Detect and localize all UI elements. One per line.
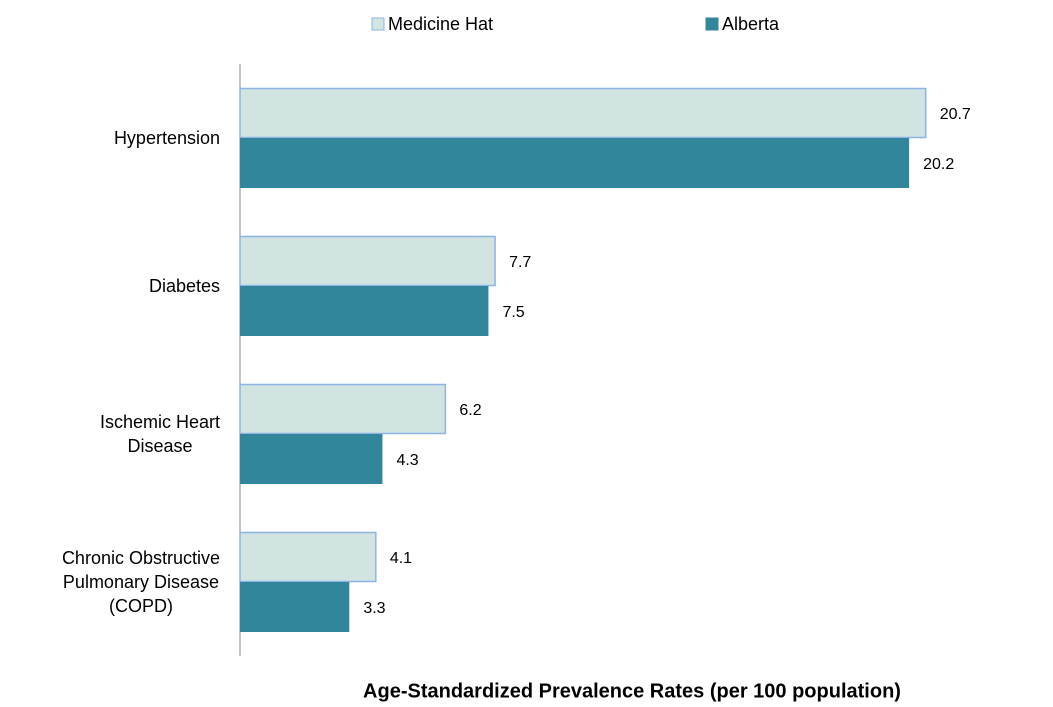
data-label: 7.7 — [509, 254, 531, 271]
bar — [239, 87, 927, 139]
legend-label: Alberta — [722, 14, 780, 34]
bar — [239, 383, 447, 435]
legend-swatch — [705, 17, 719, 31]
data-label: 4.1 — [390, 550, 412, 567]
data-label: 20.7 — [940, 106, 971, 123]
legend-swatch — [371, 17, 385, 31]
legend-label: Medicine Hat — [388, 14, 493, 34]
data-label: 3.3 — [363, 600, 385, 617]
bar — [240, 138, 910, 188]
category-label: Chronic Obstructive Pulmonary Disease (C… — [61, 548, 220, 616]
bar — [240, 582, 350, 632]
category-label: Ischemic Heart Disease — [99, 412, 220, 456]
bar — [239, 531, 377, 583]
chart-title: Age-Standardized Prevalence Rates (per 1… — [363, 680, 901, 702]
data-label: 7.5 — [502, 304, 524, 321]
bar — [240, 286, 489, 336]
bar — [240, 434, 383, 484]
data-label: 4.3 — [396, 452, 418, 469]
category-label: Hypertension — [113, 128, 220, 148]
category-label: Diabetes — [148, 276, 220, 296]
bar — [239, 235, 496, 287]
data-label: 20.2 — [923, 156, 954, 173]
data-label: 6.2 — [459, 402, 481, 419]
